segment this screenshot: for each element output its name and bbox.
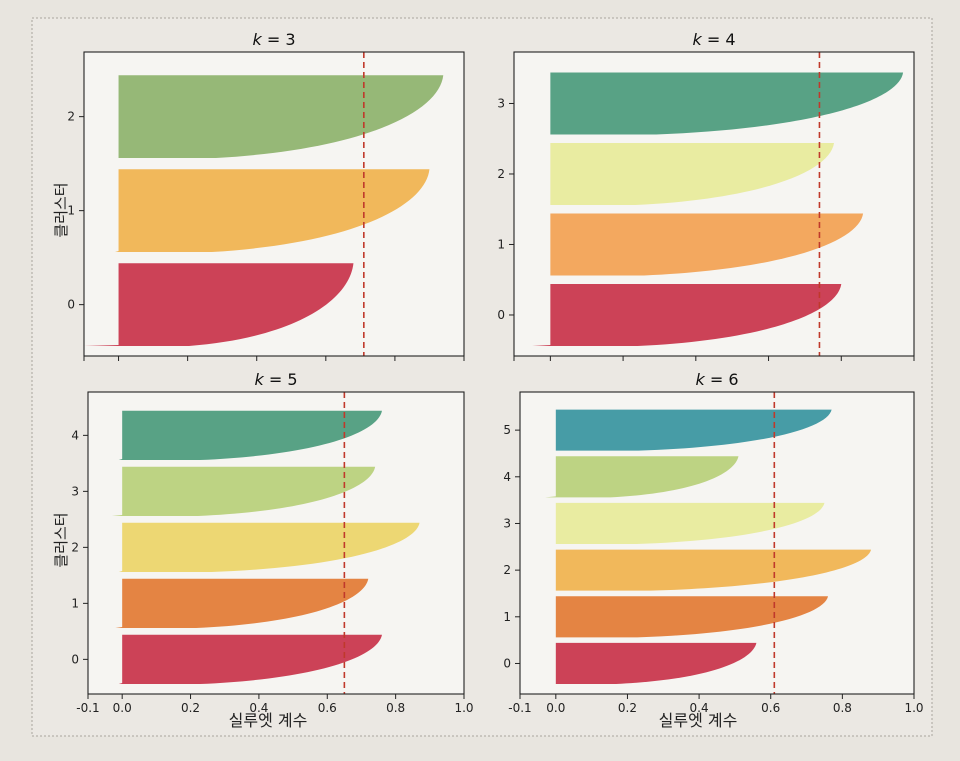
chart-panel-2: 0 1 2 3 k = 4 [497, 30, 915, 361]
xtick-label: 0.6 [761, 701, 780, 715]
ytick-label-2: 2 [71, 540, 79, 554]
figure-xlabel-left: 실루엣 계수 [229, 711, 308, 730]
silhouette-cluster-0 [532, 283, 842, 346]
chart-title-value: = 5 [264, 370, 298, 389]
chart-title: k = 6 [695, 370, 738, 389]
xtick-label: 0.2 [181, 701, 200, 715]
xtick-label: 0.0 [113, 701, 132, 715]
chart-title-k: k [252, 30, 262, 49]
silhouette-cluster-1 [550, 213, 864, 276]
silhouette-cluster-1 [115, 578, 369, 628]
ytick-label-1: 1 [503, 610, 511, 624]
xtick-label: 0.8 [833, 701, 852, 715]
ytick-label-2: 2 [67, 110, 75, 124]
silhouette-cluster-0 [555, 642, 757, 684]
chart-panel-3: 0 1 2 3 4 -0.1 0.0 0.2 0.4 0.6 0.8 1.0 k = 5 [71, 370, 473, 715]
silhouette-cluster-2 [555, 549, 872, 591]
xtick-label: 0.2 [618, 701, 637, 715]
ytick-label-3: 3 [503, 516, 511, 530]
silhouette-cluster-2 [550, 142, 834, 205]
silhouette-cluster-3 [555, 502, 825, 544]
ytick-label-4: 4 [503, 470, 511, 484]
xtick-label: 0.0 [546, 701, 565, 715]
ytick-label-1: 1 [67, 204, 75, 218]
silhouette-cluster-5 [555, 409, 832, 451]
axes-frame [87, 391, 465, 695]
ytick-label-0: 0 [71, 652, 79, 666]
xtick-label: 1.0 [904, 701, 923, 715]
figure-xlabel-right: 실루엣 계수 [659, 711, 738, 730]
xtick-label: 1.0 [454, 701, 473, 715]
silhouette-cluster-3 [550, 72, 904, 135]
ytick-label-4: 4 [71, 428, 79, 442]
chart-title-value: = 3 [262, 30, 296, 49]
chart-title: k = 5 [254, 370, 297, 389]
figure-ylabel-top: 클러스터 [52, 182, 70, 237]
chart-panel-1: 0 1 2 k = 3 [67, 30, 465, 361]
chart-title-value: = 6 [705, 370, 739, 389]
silhouette-cluster-1 [555, 596, 829, 638]
axes-frame [513, 51, 915, 357]
silhouette-cluster-1 [115, 169, 430, 252]
silhouette-cluster-4 [118, 410, 382, 460]
ytick-label-0: 0 [503, 656, 511, 670]
xtick-label: 0.8 [386, 701, 405, 715]
ytick-label-1: 1 [71, 596, 79, 610]
chart-panel-4: 0 1 2 3 4 5 -0.1 0.0 0.2 0.4 0.6 0.8 1.0 k = 6 [503, 370, 923, 715]
xtick-label: -0.1 [76, 701, 99, 715]
ytick-label-0: 0 [497, 308, 505, 322]
chart-title-k: k [254, 370, 264, 389]
figure-ylabel-bottom: 클러스터 [52, 512, 70, 567]
chart-title: k = 3 [252, 30, 295, 49]
silhouette-cluster-4 [545, 456, 739, 498]
ytick-label-0: 0 [67, 298, 75, 312]
silhouette-cluster-0 [84, 263, 354, 346]
chart-title-value: = 4 [702, 30, 736, 49]
xtick-label: 0.4 [690, 701, 709, 715]
ytick-label-5: 5 [503, 423, 511, 437]
chart-title-k: k [692, 30, 702, 49]
ytick-label-3: 3 [71, 484, 79, 498]
chart-title-k: k [695, 370, 705, 389]
silhouette-cluster-0 [118, 634, 382, 684]
ytick-label-2: 2 [503, 563, 511, 577]
axes-frame [83, 51, 465, 357]
panels-group: 0 1 2 k = 3 0 1 2 3 k = 4 0 1 2 3 4 -0.1 0.0 0.2 0.4 0.6 0.… [67, 30, 923, 715]
axes-frame [519, 391, 915, 695]
xtick-label: 0.6 [318, 701, 337, 715]
ytick-label-2: 2 [497, 167, 505, 181]
chart-title: k = 4 [692, 30, 735, 49]
ytick-label-1: 1 [497, 237, 505, 251]
xtick-label: -0.1 [508, 701, 531, 715]
ytick-label-3: 3 [497, 96, 505, 110]
silhouette-cluster-3 [111, 466, 376, 516]
xtick-label: 0.4 [249, 701, 268, 715]
silhouette-cluster-2 [118, 75, 444, 158]
